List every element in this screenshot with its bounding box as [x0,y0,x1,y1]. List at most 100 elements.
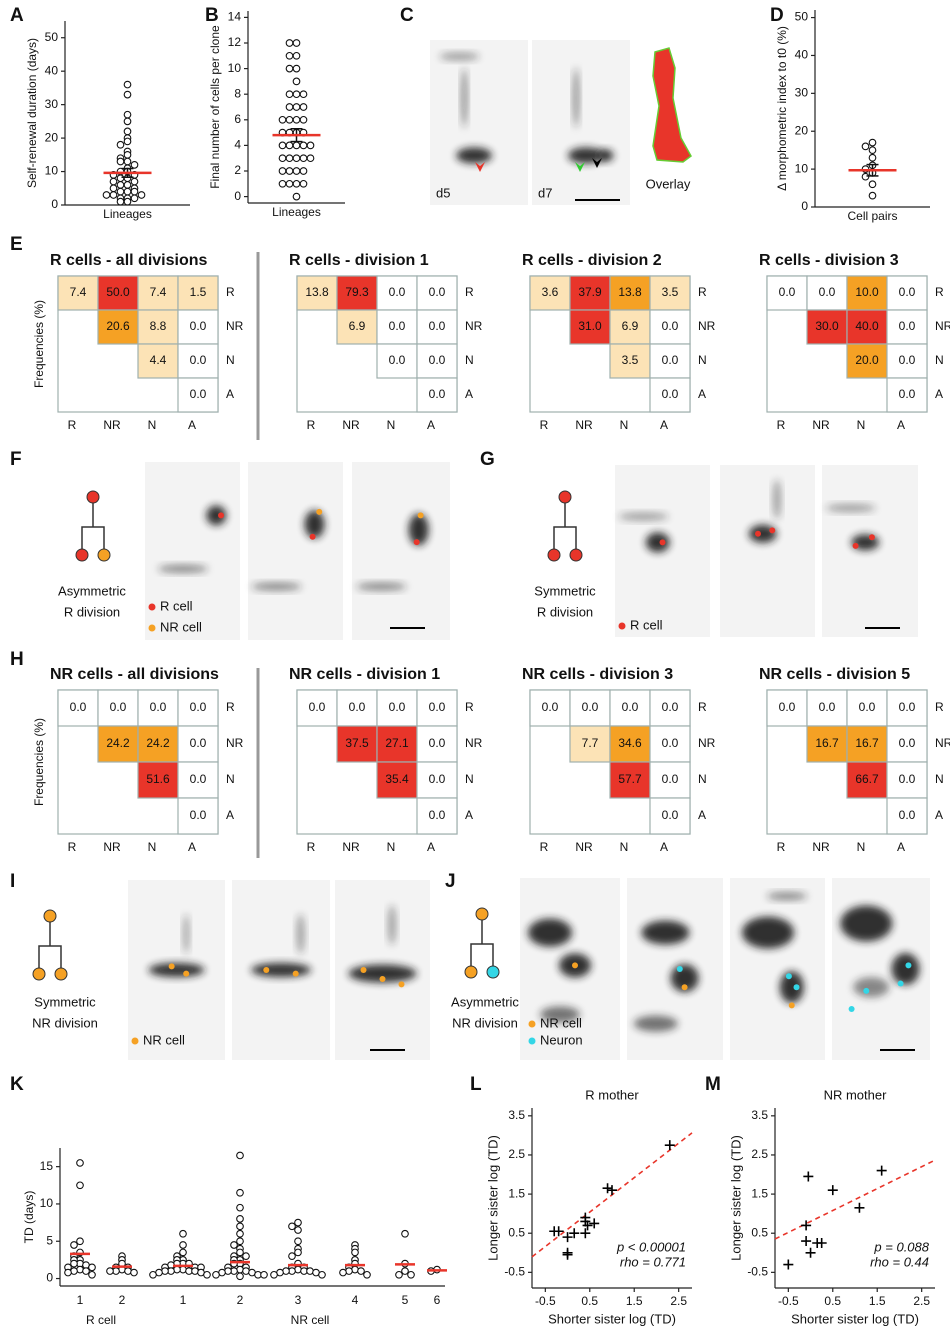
data-point [286,53,293,60]
y-tick-label: 3.5 [751,1108,768,1122]
data-point [65,1269,72,1276]
column-label: A [660,840,668,854]
data-point [295,1219,302,1226]
tree-lines [82,497,104,553]
cell-marker [786,973,792,979]
cell-label: 20.6 [106,319,130,333]
column-label: NR [575,418,593,432]
micrograph-bg [822,465,918,637]
data-point [124,111,131,118]
cell-label: 0.0 [662,319,679,333]
data-point [286,65,293,72]
tree-cell [570,549,582,561]
y-tick-label: 15 [40,1159,54,1173]
tree-cell [76,549,88,561]
column-label: N [148,418,157,432]
tree-cell [487,966,499,978]
data-point [286,181,293,188]
cell-label: 0.0 [429,285,446,299]
row-label: NR [935,319,950,333]
panel-label: D [770,5,784,26]
y-tick-label: 2 [234,163,241,177]
cell-marker [853,543,859,549]
micrograph [430,40,528,205]
cell-signal [251,963,311,977]
column-label: NR [342,418,360,432]
cell-label: 0.0 [190,387,207,401]
data-point [293,65,300,72]
cell-label: 0.0 [190,319,207,333]
data-point [869,139,876,146]
lineage-tree [548,491,582,561]
column-label: A [188,840,196,854]
data-point [131,188,138,195]
page: ABCDEFGHIJKLMd5d7OverlayAsymmetricR divi… [0,0,950,1330]
cell-marker [169,963,175,969]
cell-label: 0.0 [190,808,207,822]
column-label: NR [812,418,830,432]
y-axis-label: Self-renewal duration (days) [25,38,39,188]
micrograph [627,878,723,1060]
data-point [603,1183,613,1193]
cell-marker [677,966,683,972]
data-point [117,158,124,165]
data-point [213,1272,220,1279]
row-label: NR [226,319,244,333]
cell-signal [439,53,479,61]
y-tick-label: 40 [795,48,809,62]
data-point [869,192,876,199]
cell-label: 0.0 [899,285,916,299]
cell-label: 3.6 [542,285,559,299]
cell-label: 0.0 [899,736,916,750]
cell-marker [399,981,405,987]
cell-label: 0.0 [429,700,446,714]
micrograph [335,880,430,1060]
data-point [289,1223,296,1230]
tree-cell [465,966,477,978]
row-label: NR [226,736,244,750]
row-label: NR [935,736,950,750]
column-label: R [68,840,77,854]
cell-label: 66.7 [855,772,879,786]
cell-label: 0.0 [622,700,639,714]
cell-label: 0.0 [779,285,796,299]
micrograph [822,465,918,637]
cell-label: 31.0 [578,319,602,333]
cell-label: 0.0 [150,700,167,714]
data-point [563,1250,573,1260]
data-point [286,40,293,47]
cell-label: 3.5 [662,285,679,299]
y-tick-label: 8 [234,86,241,100]
data-point [806,1248,816,1258]
data-point [180,1249,187,1256]
data-point [402,1268,409,1275]
tree-cell [476,908,488,920]
cell-label: 0.0 [429,353,446,367]
row-label: N [465,772,474,786]
cell-label: 16.7 [815,736,839,750]
data-point [293,53,300,60]
tree-cell [98,549,110,561]
cell-label: 30.0 [815,319,839,333]
data-point [117,182,124,189]
cell-signal [646,532,670,552]
data-point [293,181,300,188]
data-point [300,168,307,175]
data-point [117,175,124,182]
cell-signal [528,919,572,947]
panel-label: I [10,871,15,892]
y-axis-label: Longer sister log (TD) [728,1135,743,1261]
micrograph [730,878,825,1060]
column-label: NR [103,840,121,854]
cell-label: 0.0 [190,736,207,750]
y-tick-label: 5 [46,1233,53,1247]
data-point [89,1264,96,1271]
cell-label: 1.5 [190,285,207,299]
x-tick-label: -0.5 [778,1294,799,1308]
panel-label: G [480,449,495,470]
cell-label: 0.0 [389,319,406,333]
micrograph [532,40,630,205]
annotation: p < 0.00001 [616,1239,686,1254]
row-label: R [226,285,235,299]
row-label: NR [465,319,483,333]
